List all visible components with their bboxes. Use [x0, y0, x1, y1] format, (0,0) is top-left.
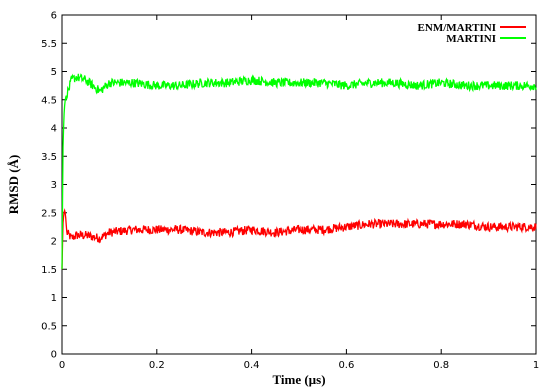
- y-tick-label: 3: [51, 180, 57, 191]
- series-line-enm-martini: [61, 208, 537, 270]
- x-axis-label: Time (µs): [272, 372, 325, 387]
- y-tick-label: 2.5: [41, 208, 57, 219]
- series-layer: [61, 73, 537, 270]
- series-line-martini: [61, 73, 537, 270]
- x-tick-label: 0: [59, 360, 65, 371]
- y-tick-label: 2: [51, 237, 57, 248]
- legend-label-martini: MARTINI: [446, 33, 496, 45]
- x-tick-label: 0.4: [244, 360, 260, 371]
- x-tick-label: 1: [533, 360, 539, 371]
- y-tick-label: 0: [51, 350, 57, 361]
- y-tick-label: 0.5: [41, 321, 57, 332]
- x-tick-label: 0.8: [433, 360, 449, 371]
- plot-frame: [61, 14, 537, 355]
- y-tick-label: 3.5: [41, 152, 57, 163]
- y-tick-label: 5: [51, 67, 57, 78]
- y-tick-label: 1.5: [41, 265, 57, 276]
- legend-label-enm-martini: ENM/MARTINI: [418, 22, 496, 34]
- legend: ENM/MARTINI MARTINI: [418, 22, 526, 45]
- y-tick-label: 6: [51, 11, 57, 22]
- x-tick-label: 0.6: [338, 360, 354, 371]
- y-axis-label: RMSD (Å): [6, 155, 21, 215]
- y-tick-label: 5.5: [41, 39, 57, 50]
- x-tick-label: 0.2: [149, 360, 165, 371]
- y-tick-label: 1: [51, 293, 57, 304]
- y-tick-label: 4: [51, 124, 57, 135]
- y-tick-label: 4.5: [41, 95, 57, 106]
